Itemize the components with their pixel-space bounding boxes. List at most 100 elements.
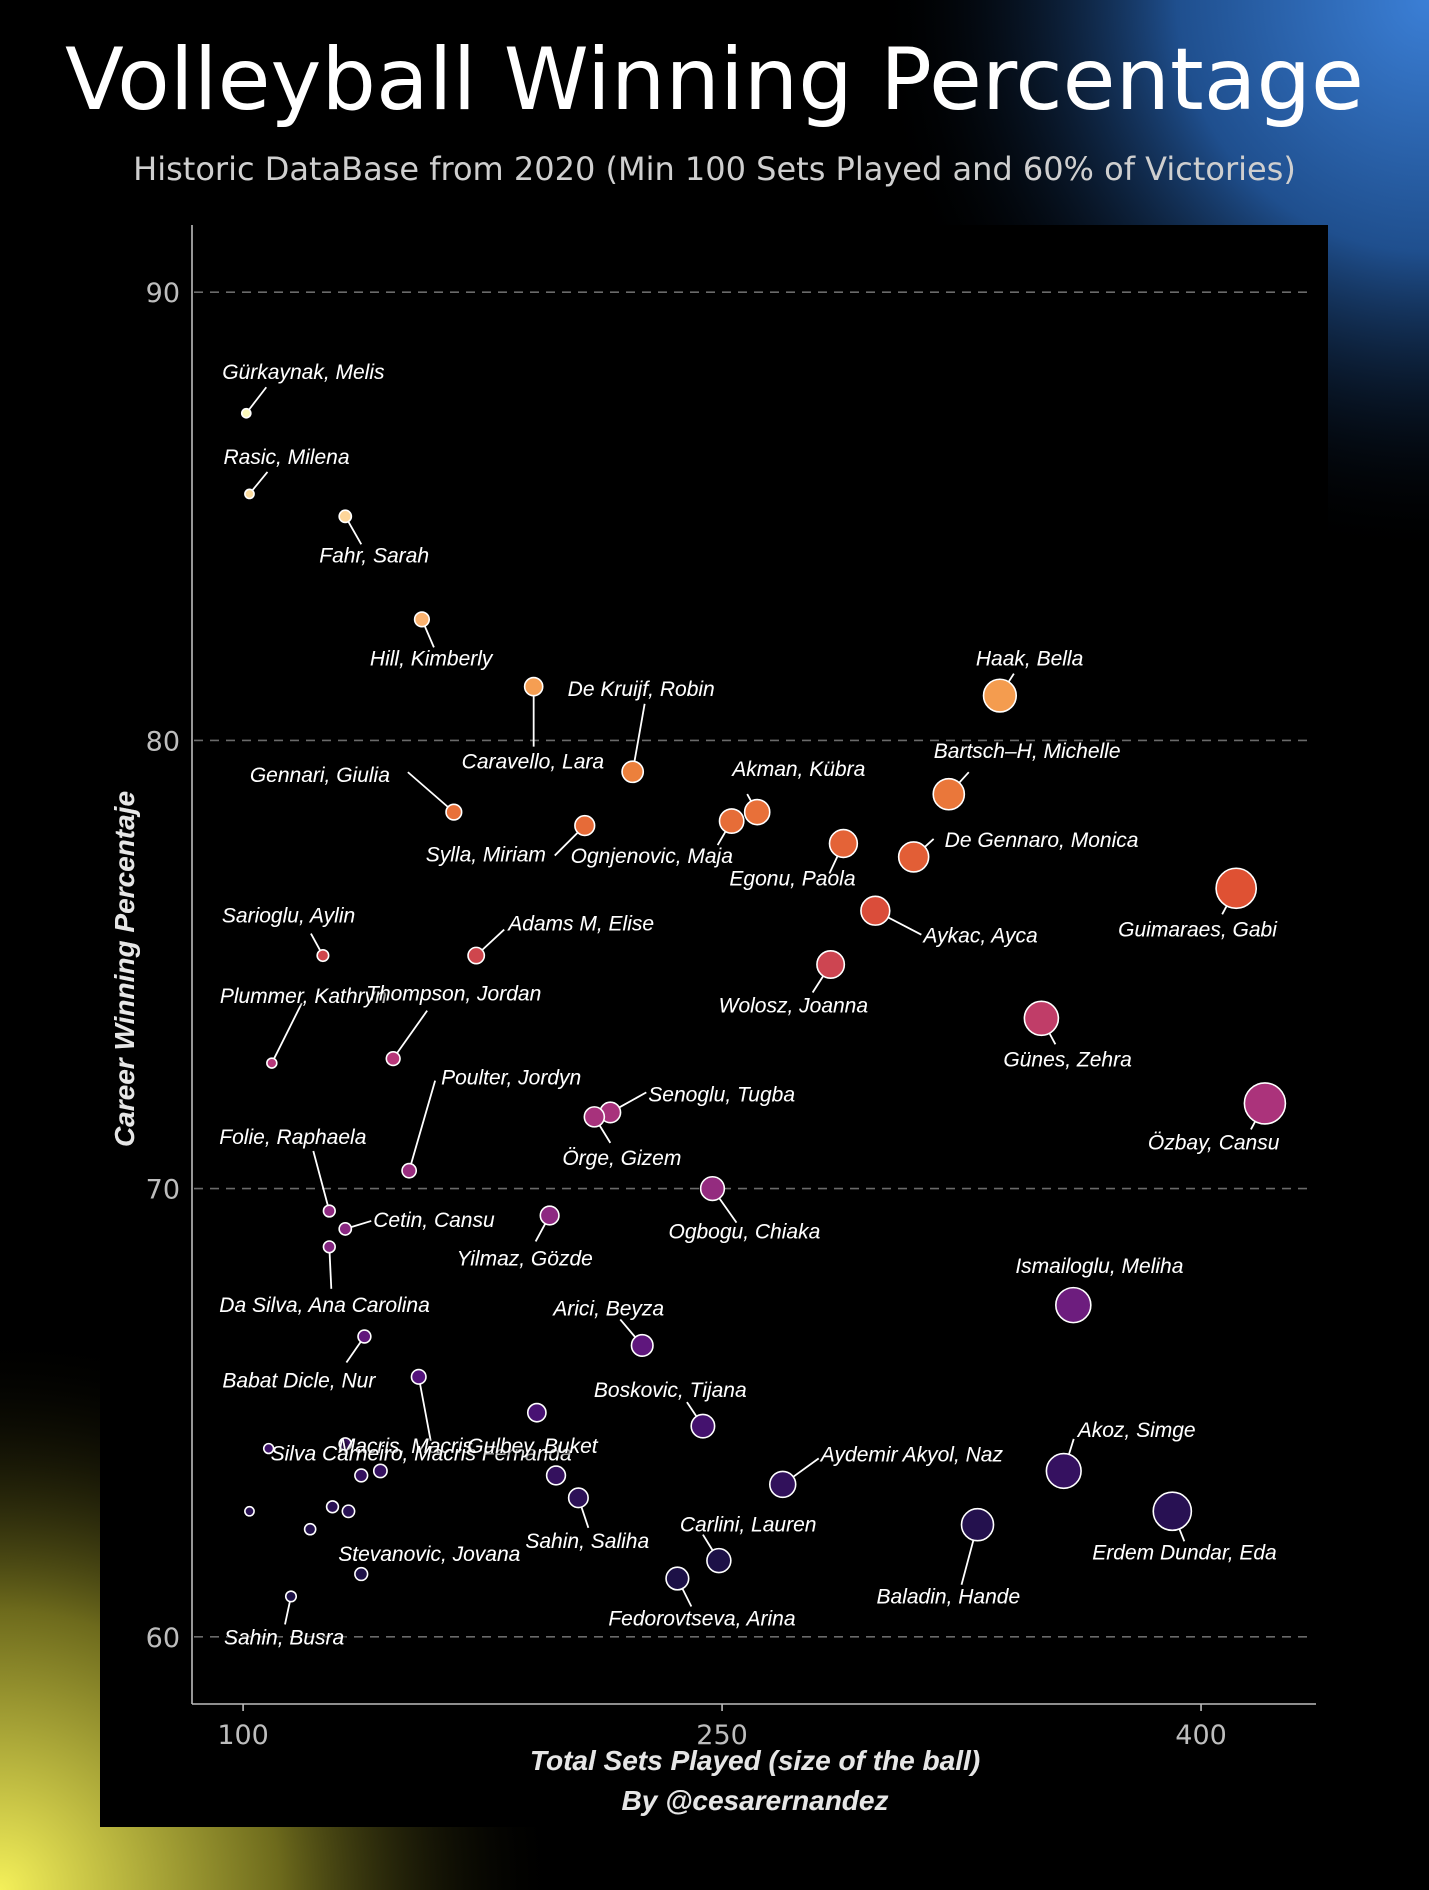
x-tick-label: 100: [217, 1720, 269, 1751]
leader-line: [1178, 1528, 1186, 1542]
data-point: [338, 1222, 353, 1236]
leader-line: [312, 1150, 329, 1206]
data-point: [445, 803, 463, 821]
data-point: [932, 777, 966, 811]
leader-line: [1048, 1032, 1057, 1045]
data-point: [860, 895, 891, 926]
x-tick-label: 250: [696, 1720, 748, 1751]
leader-line: [554, 831, 579, 857]
point-label: De Gennaro, Monica: [945, 829, 1139, 852]
data-point: [1243, 1082, 1287, 1125]
point-label: De Kruijf, Robin: [568, 678, 715, 701]
point-label: Plummer, Kathryn: [220, 985, 387, 1008]
leader-line: [407, 771, 449, 808]
y-tick-label: 70: [146, 1175, 180, 1206]
point-label: Akman, Kübra: [730, 758, 865, 781]
leader-line: [1221, 905, 1228, 915]
leader-line: [686, 1401, 698, 1417]
point-label: Aykac, Ayca: [921, 925, 1037, 948]
leader-line: [958, 771, 970, 784]
leader-line: [619, 1318, 636, 1338]
point-label: Stevanovic, Jovana: [338, 1543, 520, 1566]
y-tick-label: 60: [146, 1623, 180, 1654]
data-point: [401, 1162, 418, 1179]
data-point: [743, 798, 771, 826]
leader-line: [681, 1588, 693, 1607]
point-label: Carlini, Lauren: [680, 1514, 817, 1537]
point-label: Boskovic, Tijana: [594, 1379, 747, 1402]
data-point: [322, 1204, 336, 1218]
point-label: Poulter, Jordyn: [441, 1067, 581, 1090]
data-point: [828, 828, 859, 859]
data-point: [413, 611, 431, 628]
data-point: [240, 407, 252, 419]
data-point: [690, 1413, 716, 1439]
point-label: Aydemir Akyol, Naz: [819, 1443, 1004, 1466]
data-point: [1055, 1286, 1092, 1324]
data-point: [467, 946, 486, 965]
data-point: [262, 1442, 275, 1455]
point-label: Babat Dicle, Nur: [222, 1369, 376, 1392]
point-label: Arici, Beyza: [551, 1297, 664, 1320]
leader-line: [345, 1341, 362, 1364]
data-point: [706, 1547, 732, 1574]
y-tick-label: 80: [146, 726, 180, 757]
point-label: Yilmaz, Gözde: [457, 1247, 593, 1270]
leader-line: [1007, 673, 1015, 683]
point-label: Akoz, Simge: [1076, 1419, 1196, 1442]
data-point: [897, 841, 930, 873]
leader-line: [284, 1601, 291, 1625]
data-point: [410, 1368, 427, 1385]
point-label: Thompson, Jordan: [366, 983, 541, 1006]
data-point: [244, 488, 255, 500]
point-label: Gürkaynak, Melis: [222, 361, 385, 384]
leader-line: [248, 386, 267, 411]
data-point: [338, 509, 353, 524]
data-point: [1023, 1000, 1060, 1037]
data-point: [621, 760, 645, 784]
point-label: Sahin, Busra: [224, 1626, 344, 1649]
x-axis-label: Total Sets Played (size of the ball): [530, 1745, 980, 1776]
leader-line: [960, 1539, 975, 1585]
leader-line: [746, 793, 752, 802]
point-label: Fedorovtseva, Arina: [608, 1608, 795, 1631]
data-point: [567, 1487, 589, 1509]
leader-line: [273, 1002, 303, 1060]
point-label: Da Silva, Ana Carolina: [219, 1294, 430, 1317]
point-label: Ismailoglu, Meliha: [1015, 1255, 1183, 1278]
data-point: [539, 1205, 560, 1226]
data-point: [385, 1050, 401, 1067]
leader-line: [350, 1220, 372, 1228]
leader-line: [534, 1223, 547, 1242]
data-point: [1152, 1491, 1193, 1532]
data-point: [574, 814, 596, 837]
data-point: [630, 1333, 654, 1358]
point-label: Erdem Dundar, Eda: [1092, 1541, 1276, 1564]
leader-line: [618, 1091, 647, 1109]
point-labels: Gürkaynak, Melis Rasic, Milena Fahr, Sarah…: [219, 361, 1279, 1649]
page-title: Volleyball Winning Percentage: [65, 30, 1364, 130]
data-point: [526, 1402, 547, 1423]
point-label: Folie, Raphaela: [219, 1126, 366, 1149]
point-label: Örge, Gizem: [562, 1147, 681, 1170]
point-label: Adams M, Elise: [506, 913, 654, 936]
leader-line: [702, 1534, 714, 1551]
data-point: [338, 1437, 353, 1451]
data-point: [244, 1505, 255, 1517]
point-label: Senoglu, Tugba: [648, 1083, 795, 1106]
point-label: Haak, Bella: [976, 648, 1083, 671]
leader-line: [419, 1383, 432, 1441]
leader-line: [481, 928, 505, 951]
data-point: [816, 949, 846, 979]
leader-line: [792, 1457, 820, 1478]
data-point: [303, 1522, 317, 1536]
data-point: [718, 808, 745, 835]
page-subtitle: Historic DataBase from 2020 (Min 100 Set…: [133, 150, 1296, 188]
leader-lines: [248, 386, 1256, 1625]
point-label: Silva Carneiro, Macris Fernanda: [271, 1443, 572, 1466]
data-point: [665, 1566, 690, 1591]
leader-line: [347, 521, 363, 545]
credit-text: By @cesarernandez: [622, 1785, 889, 1816]
data-point: [325, 1500, 340, 1514]
